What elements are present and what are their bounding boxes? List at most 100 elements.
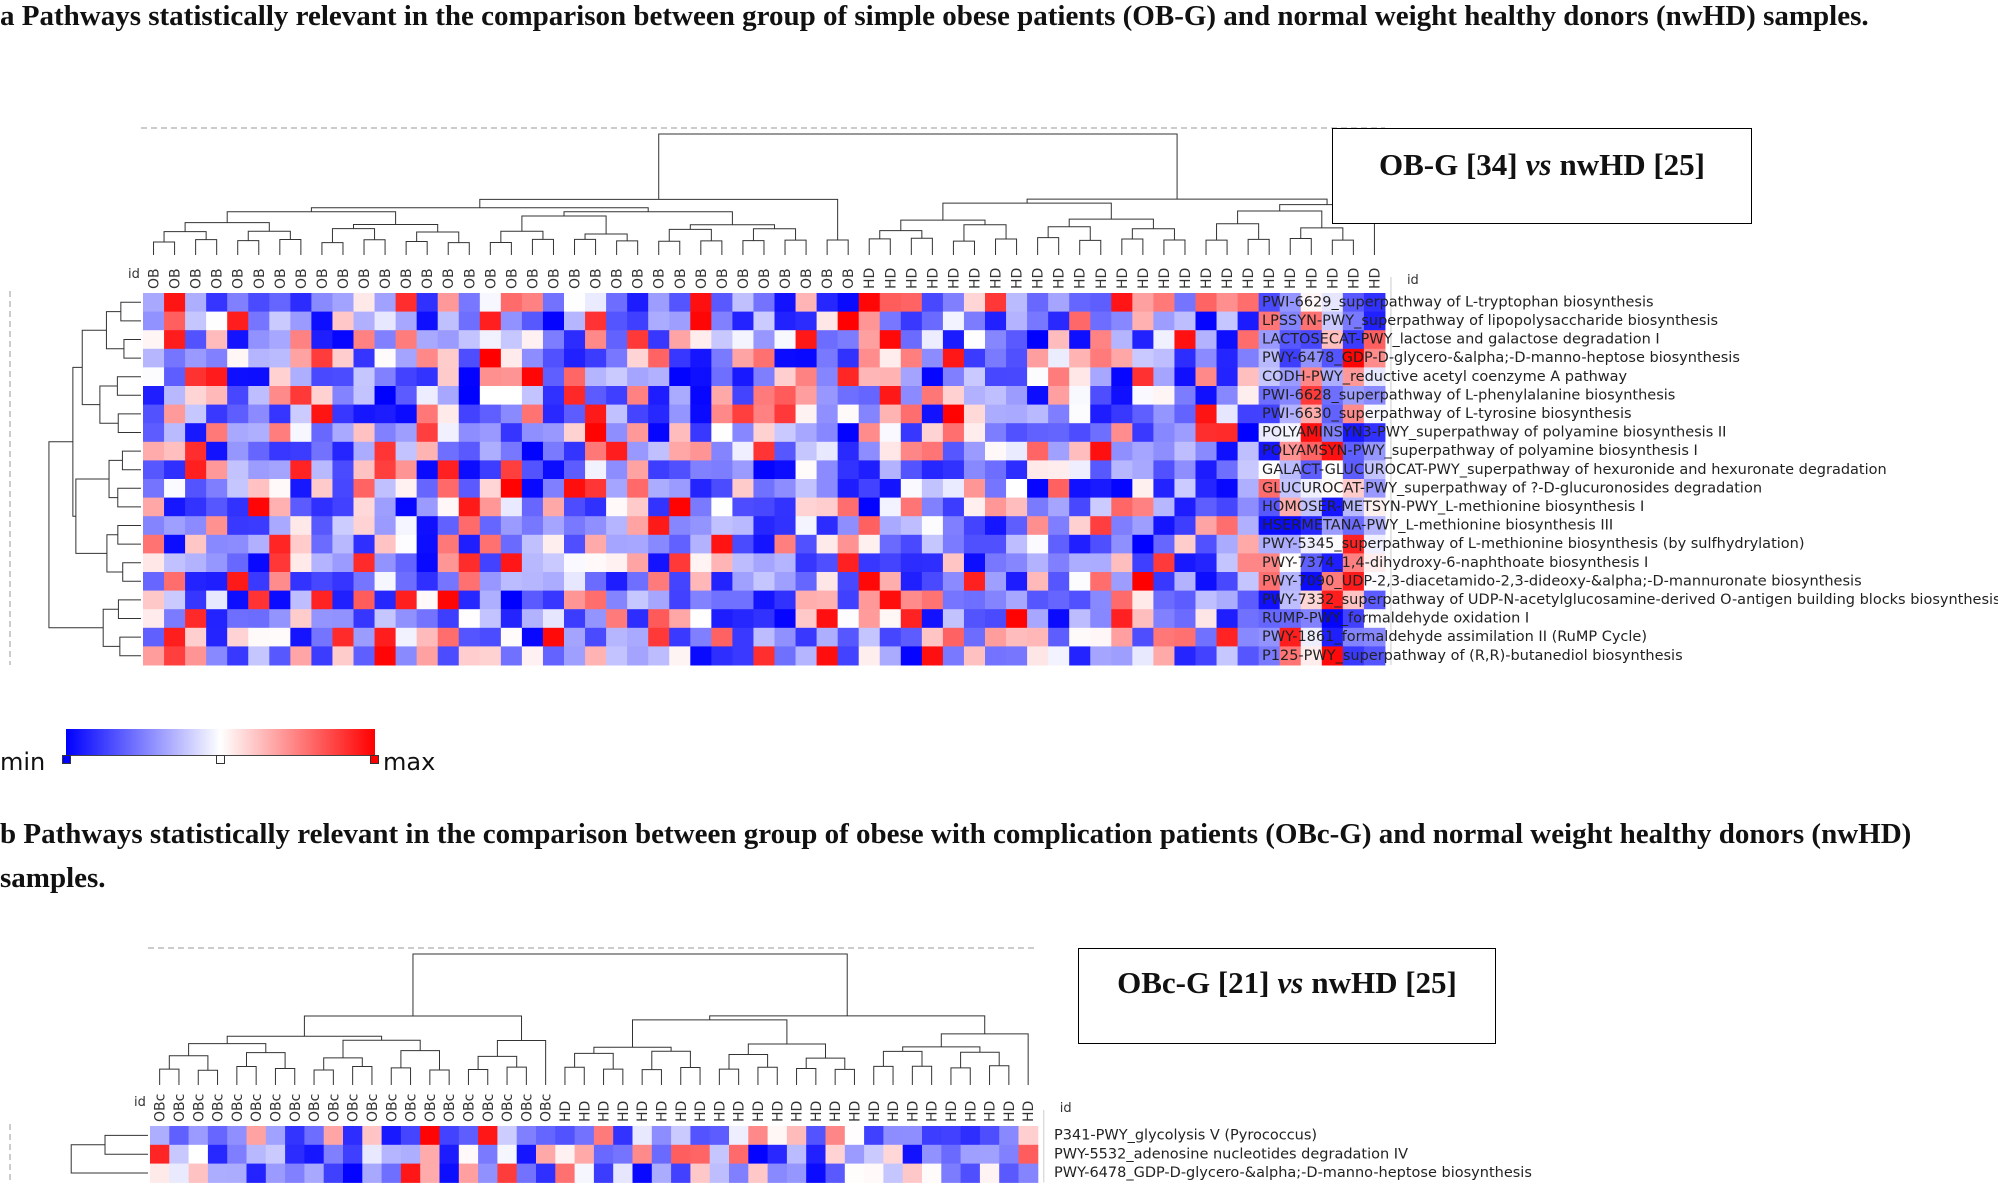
heatmap-cell bbox=[709, 1126, 730, 1146]
heatmap-cell bbox=[420, 1163, 440, 1183]
heatmap-cell bbox=[753, 646, 775, 666]
heatmap-cell bbox=[1258, 441, 1281, 461]
heatmap-cell bbox=[458, 367, 481, 387]
heatmap-cell bbox=[753, 572, 775, 592]
heatmap-cell bbox=[627, 609, 649, 629]
heatmap-cell bbox=[795, 367, 818, 387]
heatmap-cell bbox=[1132, 646, 1154, 666]
heatmap-cell bbox=[1321, 311, 1344, 331]
heatmap-cell bbox=[458, 386, 481, 406]
heatmap-cell bbox=[902, 1144, 923, 1165]
heatmap-cell bbox=[164, 386, 186, 406]
heatmap-cell bbox=[902, 1163, 923, 1183]
heatmap-cell bbox=[437, 646, 460, 666]
heatmap-cell bbox=[248, 497, 270, 517]
heatmap-cell bbox=[1069, 609, 1091, 629]
heatmap-cell bbox=[816, 590, 839, 610]
heatmap-cell bbox=[585, 572, 607, 592]
heatmap-cell bbox=[753, 311, 775, 331]
heatmap-cell bbox=[606, 479, 628, 499]
id-label-left: id bbox=[134, 1095, 146, 1110]
heatmap-cell bbox=[458, 590, 481, 610]
heatmap-cell bbox=[837, 348, 860, 368]
heatmap-cell bbox=[188, 1144, 209, 1165]
heatmap-cell bbox=[921, 627, 944, 647]
heatmap-cell bbox=[774, 367, 797, 387]
heatmap-cell bbox=[542, 572, 565, 592]
heatmap-cell bbox=[606, 572, 628, 592]
heatmap-cell bbox=[960, 1163, 981, 1183]
heatmap-cell bbox=[900, 293, 923, 313]
heatmap-cell bbox=[1132, 609, 1154, 629]
heatmap-cell bbox=[942, 516, 965, 536]
heatmap-cell bbox=[753, 479, 775, 499]
heatmap-cell bbox=[669, 572, 691, 592]
heatmap-cell bbox=[816, 609, 839, 629]
heatmap-cell bbox=[1279, 311, 1302, 331]
heatmap-cell bbox=[1237, 293, 1260, 313]
heatmap-cell bbox=[416, 460, 439, 480]
heatmap-cell bbox=[1279, 386, 1302, 406]
heatmap-cell bbox=[985, 441, 1007, 461]
heatmap-cell bbox=[844, 1126, 865, 1146]
heatmap-cell bbox=[963, 497, 986, 517]
heatmap-cell bbox=[1321, 572, 1344, 592]
heatmap-cell bbox=[979, 1126, 1000, 1146]
heatmap-cell bbox=[690, 497, 712, 517]
heatmap-cell bbox=[816, 627, 839, 647]
heatmap-cell bbox=[1237, 386, 1260, 406]
heatmap-cell bbox=[227, 1144, 247, 1165]
heatmap-cell bbox=[627, 627, 649, 647]
heatmap-cell bbox=[269, 590, 291, 610]
heatmap-cell bbox=[774, 590, 797, 610]
heatmap-cell bbox=[395, 367, 418, 387]
heatmap-cell bbox=[648, 404, 670, 424]
heatmap-cell bbox=[1027, 627, 1049, 647]
column-label: OB bbox=[462, 268, 478, 289]
column-label: HD bbox=[828, 1101, 844, 1122]
heatmap-cell bbox=[416, 516, 439, 536]
heatmap-cell bbox=[795, 330, 818, 350]
heatmap-cell bbox=[207, 1144, 228, 1165]
box-a-vs: vs bbox=[1525, 147, 1552, 182]
heatmap-cell bbox=[732, 367, 754, 387]
heatmap-cell bbox=[542, 609, 565, 629]
heatmap-cell bbox=[690, 1163, 711, 1183]
heatmap-cell bbox=[985, 348, 1007, 368]
heatmap-cell bbox=[1195, 646, 1218, 666]
heatmap-cell bbox=[786, 1126, 807, 1146]
heatmap-cell bbox=[795, 460, 818, 480]
heatmap-cell bbox=[879, 572, 902, 592]
heatmap-cell bbox=[374, 553, 397, 573]
heatmap-cell bbox=[1153, 423, 1175, 443]
heatmap-cell bbox=[1258, 627, 1281, 647]
heatmap-cell bbox=[479, 516, 502, 536]
heatmap-cell bbox=[437, 609, 460, 629]
heatmap-cell bbox=[304, 1126, 325, 1146]
heatmap-cell bbox=[332, 590, 354, 610]
heatmap-cell bbox=[1258, 534, 1281, 554]
heatmap-cell bbox=[963, 348, 986, 368]
heatmap-cell bbox=[732, 441, 754, 461]
heatmap-cell bbox=[942, 367, 965, 387]
heatmap-cell bbox=[206, 572, 228, 592]
heatmap-cell bbox=[536, 1144, 556, 1165]
heatmap-cell bbox=[1090, 330, 1112, 350]
column-label: OB bbox=[273, 268, 289, 289]
heatmap-cell bbox=[290, 330, 312, 350]
heatmap-cell bbox=[521, 572, 544, 592]
heatmap-cell bbox=[311, 627, 333, 647]
heatmap-cell bbox=[1258, 460, 1281, 480]
heatmap-cell bbox=[290, 441, 312, 461]
heatmap-cell bbox=[1195, 441, 1218, 461]
heatmap-cell bbox=[1342, 348, 1365, 368]
heatmap-cell bbox=[900, 404, 923, 424]
heatmap-cell bbox=[164, 609, 186, 629]
heatmap-cell bbox=[1300, 646, 1323, 666]
heatmap-cell bbox=[795, 516, 818, 536]
heatmap-cell bbox=[985, 479, 1007, 499]
heatmap-cell bbox=[1216, 609, 1239, 629]
heatmap-cell bbox=[883, 1163, 904, 1183]
box-b-vs: vs bbox=[1277, 965, 1304, 1000]
